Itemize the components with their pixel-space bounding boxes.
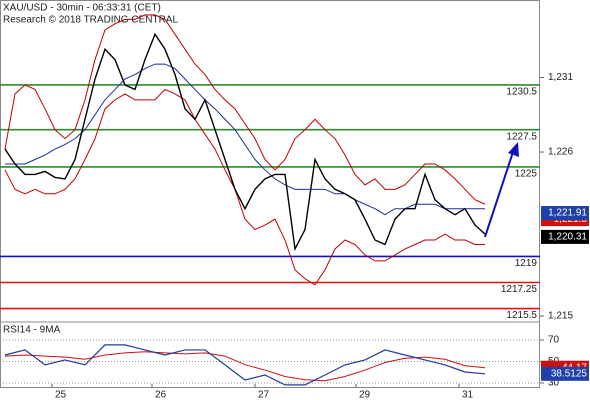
- projection-arrow: [484, 142, 519, 238]
- level-label: 1219: [515, 258, 538, 269]
- series-line: [4, 344, 486, 386]
- level-label: 1227.5: [506, 131, 537, 142]
- series-line: [4, 14, 486, 205]
- series-line: [4, 351, 486, 382]
- plot-frame: [0, 0, 540, 388]
- level-label: 1215.5: [506, 310, 537, 321]
- price-box: [541, 229, 589, 244]
- price-box: [541, 366, 589, 381]
- chart-title: RSI14 - 9MA: [3, 325, 61, 336]
- series-line: [5, 63, 485, 216]
- series-line: [4, 88, 485, 286]
- level-label: 1225: [515, 169, 538, 180]
- level-label: 1230.5: [506, 87, 537, 98]
- y-tick-label: 30: [548, 378, 560, 389]
- arrow-shaft: [484, 151, 514, 238]
- price-box-label: 1,221.91: [548, 208, 587, 219]
- price-box-label: 1,220.31: [548, 232, 587, 243]
- y-tick-label: 1,226: [548, 147, 573, 158]
- x-tick-label: 27: [258, 390, 270, 400]
- arrow-head: [508, 142, 519, 157]
- level-label: 1217.25: [501, 284, 538, 295]
- x-tick-label: 29: [359, 390, 371, 400]
- x-tick-label: 31: [462, 390, 474, 400]
- y-tick-label: 70: [548, 335, 560, 346]
- price-box-label: 38.5125: [551, 368, 588, 379]
- y-tick-label: 1,215: [548, 311, 573, 322]
- chart-title: XAU/USD - 30min - 06:33:31 (CET): [3, 3, 161, 14]
- y-tick-label: 1,231: [548, 72, 573, 83]
- price-box: [541, 206, 589, 221]
- x-tick-label: 26: [155, 390, 167, 400]
- chart-subtitle: Research © 2018 TRADING CENTRAL: [3, 15, 178, 26]
- series-line: [4, 32, 486, 252]
- x-tick-label: 25: [55, 390, 67, 400]
